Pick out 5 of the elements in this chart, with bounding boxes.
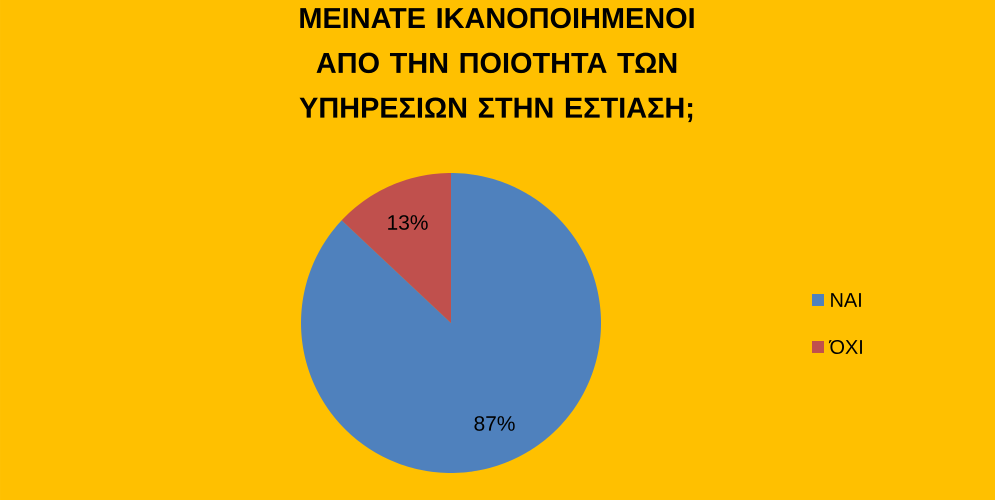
data-label: 13% — [388, 215, 428, 230]
legend-label: ΌΧΙ — [828, 340, 862, 354]
data-label: 87% — [474, 416, 515, 431]
chart-title: ΜΕΙΝΑΤΕ ΙΚΑΝΟΠΟΙΗΜΕΝΟΙ ΑΠΟ ΤΗΝ ΠΟΙΟΤΗΤΑ ΤΩΝ ΥΠΗΡΕΣΙΩΝ ΣΤΗΝ ΕΣΤΙΑΣΗ; — [300, 8, 694, 122]
legend-label: ΝΑΙ — [831, 293, 861, 307]
